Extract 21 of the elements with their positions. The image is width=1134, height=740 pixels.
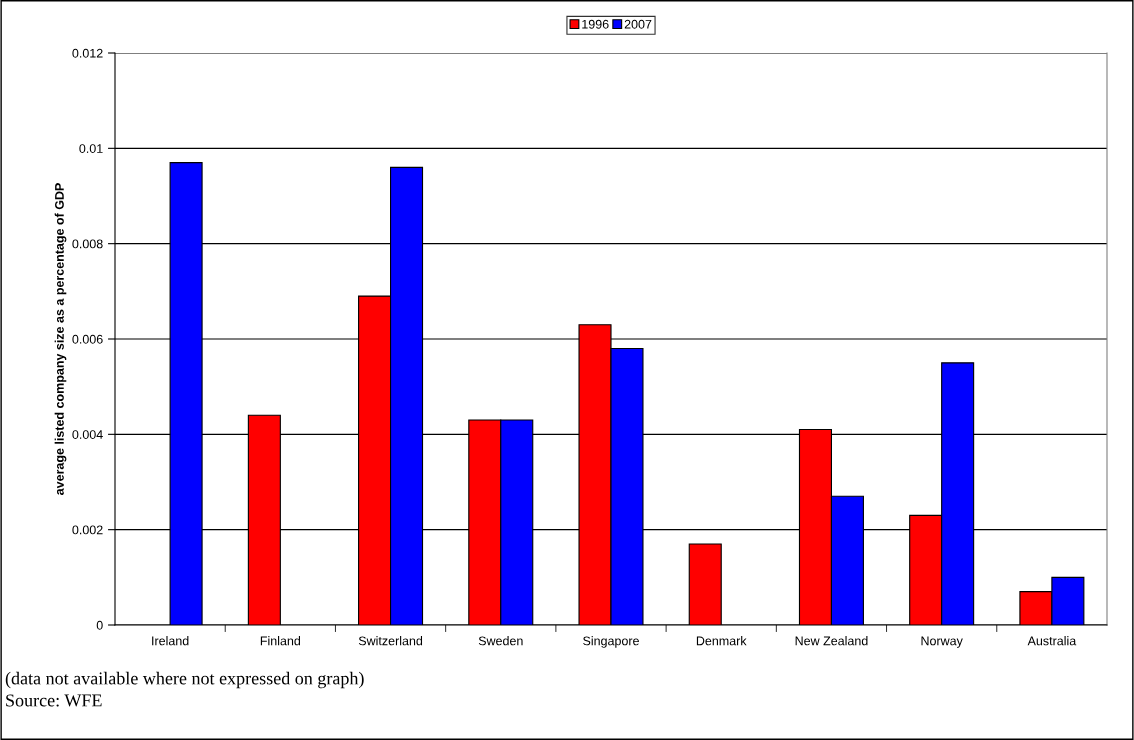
x-tick-label: Australia <box>1027 636 1077 646</box>
x-tick-label: Norway <box>921 636 963 648</box>
x-tick-label: Denmark <box>696 636 747 646</box>
y-tick-label: 0.002 <box>72 525 103 535</box>
y-tick-label: 0 <box>96 620 103 630</box>
y-tick-label: 0.004 <box>72 430 103 439</box>
x-tick-label: Switzerland <box>358 636 423 646</box>
y-tick-label: 0.01 <box>79 144 103 153</box>
y-tick-label: 0.006 <box>72 334 103 344</box>
legend-label: 2007 <box>624 19 652 29</box>
y-axis-title: average listed company size as a percentage of GDP <box>54 183 67 495</box>
x-tick-label: Sweden <box>478 636 523 646</box>
y-tick-label: 0.012 <box>72 48 103 58</box>
text: (data not available where not expressed on graph) <box>5 671 364 689</box>
x-tick-label: Finland <box>260 636 301 646</box>
y-tick-label: 0.008 <box>72 239 103 249</box>
legend-label: 1996 <box>582 19 609 29</box>
x-tick-label: Ireland <box>152 636 189 646</box>
x-tick-label: New Zealand <box>795 636 868 646</box>
x-tick-label: Singapore <box>583 636 639 648</box>
source-note: Source: WFE <box>6 694 102 707</box>
